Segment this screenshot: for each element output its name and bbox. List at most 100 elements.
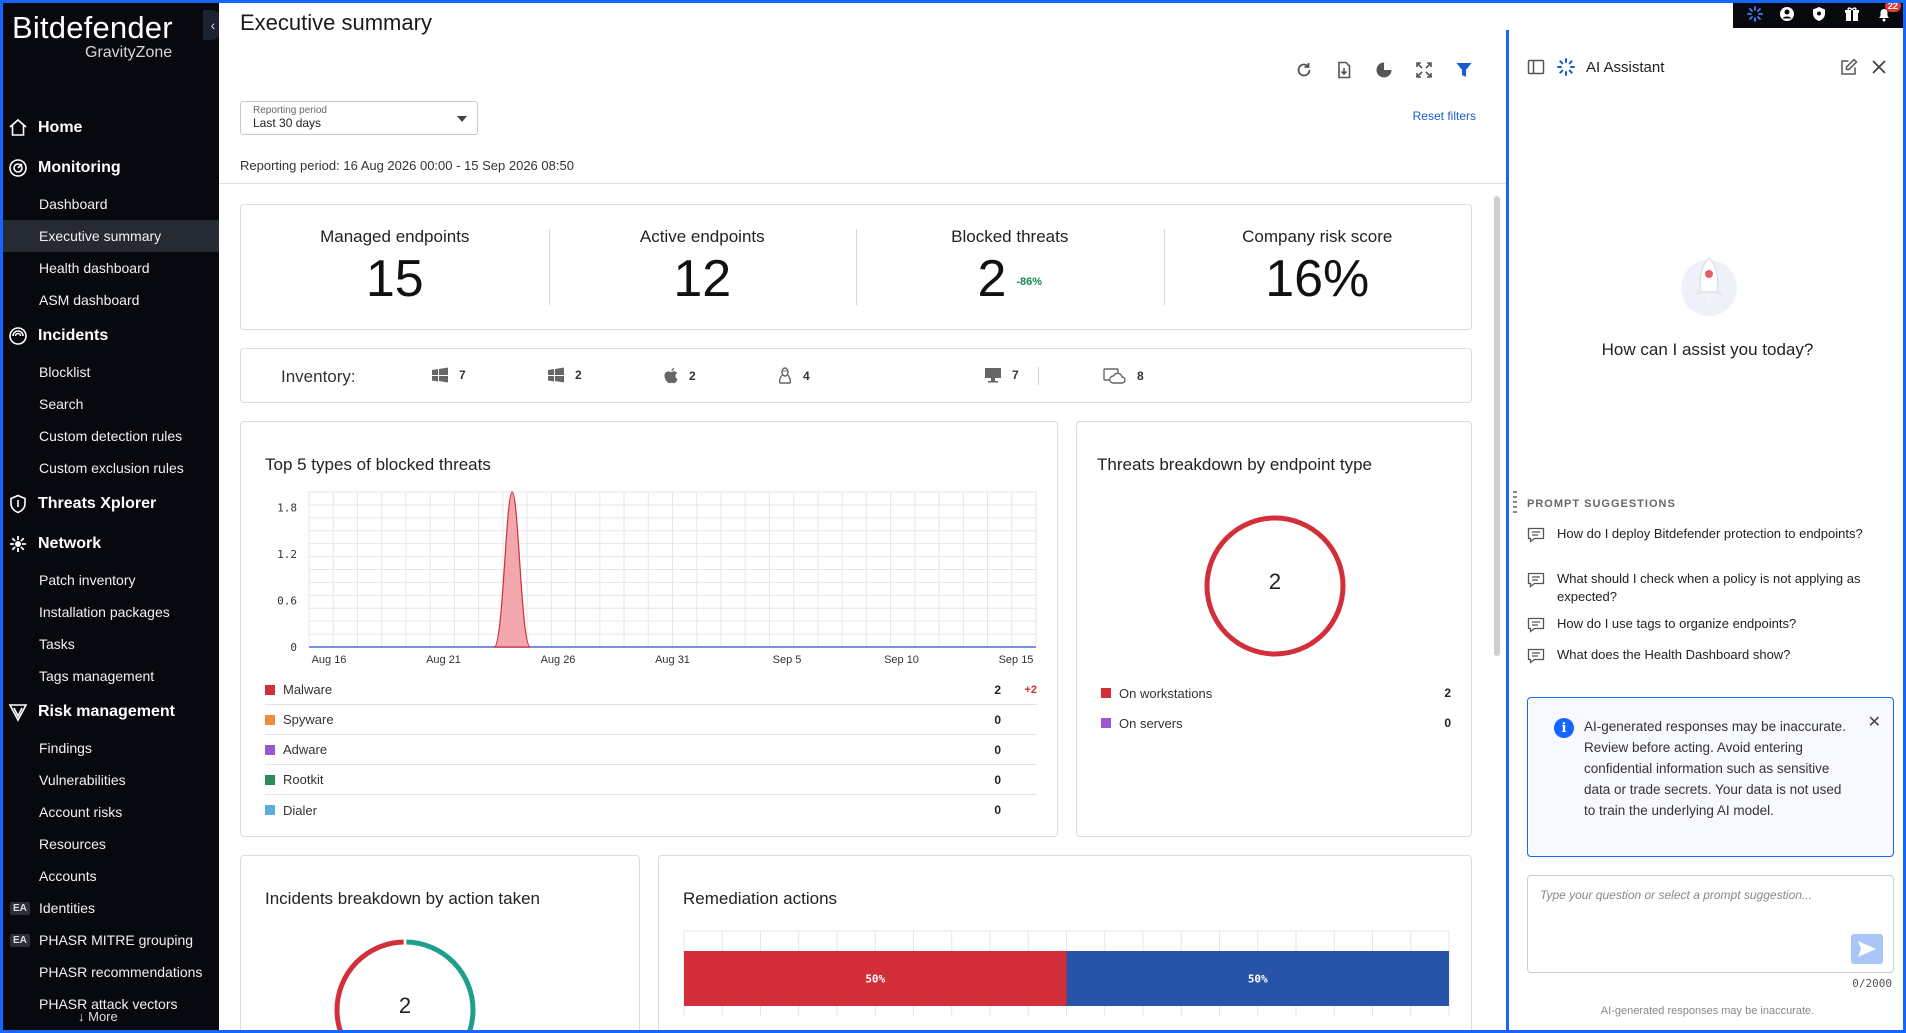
sidebar-item-patch-inventory[interactable]: Patch inventory <box>0 564 219 596</box>
donut-slice[interactable] <box>406 939 476 1033</box>
prompt-suggestion[interactable]: What should I check when a policy is not… <box>1527 570 1892 606</box>
legend-swatch <box>265 684 275 695</box>
export-pdf-button[interactable] <box>1332 58 1356 82</box>
toggle-panel-button[interactable] <box>1526 57 1546 77</box>
sidebar-item-label: Vulnerabilities <box>39 772 126 788</box>
brand-logo[interactable]: Bitdefender GravityZone <box>12 10 173 61</box>
fullscreen-button[interactable] <box>1412 58 1436 82</box>
refresh-button[interactable] <box>1292 58 1316 82</box>
inventory-windows-servers[interactable]: 2 <box>547 367 582 383</box>
sidebar-item-vulnerabilities[interactable]: Vulnerabilities <box>0 764 219 796</box>
prompt-suggestion[interactable]: How do I use tags to organize endpoints? <box>1527 615 1892 638</box>
legend-row[interactable]: On servers 0 <box>1101 708 1451 738</box>
sidebar-item-accounts[interactable]: Accounts <box>0 860 219 892</box>
inventory-windows-workstations[interactable]: 7 <box>431 367 466 383</box>
legend-row[interactable]: Adware 0 <box>265 735 1037 765</box>
security-button[interactable] <box>1810 5 1828 23</box>
y-tick-label: 0 <box>290 641 297 654</box>
new-chat-button[interactable] <box>1839 57 1859 77</box>
sidebar-section-incidents[interactable]: Incidents <box>0 316 219 356</box>
sidebar-item-resources[interactable]: Resources <box>0 828 219 860</box>
legend-value: 0 <box>994 772 1001 787</box>
legend-row[interactable]: Spyware 0 <box>265 705 1037 735</box>
sidebar-section-home[interactable]: Home <box>0 108 219 148</box>
sidebar: Bitdefender GravityZone ‹ Home Monitoring… <box>0 0 219 1033</box>
sidebar-item-label: Account risks <box>39 804 123 820</box>
reset-filters-link[interactable]: Reset filters <box>1412 109 1476 123</box>
whats-new-button[interactable] <box>1843 5 1861 23</box>
inventory-linux[interactable]: 4 <box>777 367 810 385</box>
sidebar-item-account-risks[interactable]: Account risks <box>0 796 219 828</box>
sidebar-item-health-dashboard[interactable]: Health dashboard <box>0 252 219 284</box>
resize-handle[interactable] <box>1513 491 1517 513</box>
sidebar-item-asm-dashboard[interactable]: ASM dashboard <box>0 284 219 316</box>
collapse-sidebar-button[interactable]: ‹ <box>203 10 219 40</box>
send-button[interactable] <box>1851 934 1883 964</box>
ai-disclaimer-banner: i AI-generated responses may be inaccura… <box>1527 697 1894 857</box>
inventory-card: Inventory: 7 2 2 4 7 8 <box>240 348 1472 403</box>
kpi-managed-endpoints[interactable]: Managed endpoints 15 <box>241 205 549 329</box>
sidebar-item-label: Blocklist <box>39 364 91 380</box>
brand-subtitle: GravityZone <box>85 44 173 61</box>
legend-row[interactable]: Dialer 0 <box>265 795 1037 825</box>
sidebar-item-phasr-attack-vectors[interactable]: PHASR attack vectors <box>0 988 219 1020</box>
sidebar-item-tasks[interactable]: Tasks <box>0 628 219 660</box>
sidebar-item-identities[interactable]: EA Identities <box>0 892 219 924</box>
sidebar-item-blocklist[interactable]: Blocklist <box>0 356 219 388</box>
sidebar-item-search[interactable]: Search <box>0 388 219 420</box>
donut-slice[interactable] <box>1204 515 1346 657</box>
kpi-blocked-threats[interactable]: Blocked threats 2 -86% <box>856 205 1164 329</box>
more-button[interactable]: ↓ More <box>72 1009 124 1024</box>
sidebar-item-phasr-recommendations[interactable]: PHASR recommendations <box>0 956 219 988</box>
notifications-button[interactable]: 22 <box>1875 0 1901 23</box>
donut-slice[interactable] <box>334 939 404 1033</box>
legend-value: 2 <box>994 682 1001 697</box>
sidebar-item-findings[interactable]: Findings <box>0 732 219 764</box>
sidebar-item-phasr-mitre-grouping[interactable]: EA PHASR MITRE grouping <box>0 924 219 956</box>
sidebar-item-tags-management[interactable]: Tags management <box>0 660 219 692</box>
legend-swatch <box>265 744 275 755</box>
reporting-period-value: Last 30 days <box>253 116 322 130</box>
remediation-bar-segment[interactable] <box>684 951 1067 1006</box>
legend-row[interactable]: Malware 2 +2 <box>265 675 1037 705</box>
reporting-period-select[interactable]: Reporting period Last 30 days <box>240 101 478 135</box>
kpi-value: 16% <box>1265 250 1370 308</box>
filter-button[interactable] <box>1452 58 1476 82</box>
chart-view-button[interactable] <box>1372 58 1396 82</box>
malware-area[interactable] <box>493 491 531 648</box>
ai-greeting: How can I assist you today? <box>1601 340 1814 359</box>
sidebar-section-threats-xplorer[interactable]: Threats Xplorer <box>0 484 219 524</box>
ai-assistant-toggle[interactable] <box>1746 5 1764 23</box>
gift-icon <box>1844 7 1859 21</box>
scrollbar[interactable] <box>1494 196 1500 656</box>
sidebar-item-executive-summary[interactable]: Executive summary <box>0 220 219 252</box>
inventory-physical-machines[interactable]: 7 <box>984 367 1019 383</box>
inventory-virtual-machines[interactable]: 8 <box>1103 367 1144 385</box>
close-panel-button[interactable] <box>1869 57 1889 77</box>
kpi-active-endpoints[interactable]: Active endpoints 12 <box>548 205 857 329</box>
remediation-bar-segment[interactable] <box>1066 951 1450 1006</box>
legend-row[interactable]: Rootkit 0 <box>265 765 1037 795</box>
inventory-macos[interactable]: 2 <box>663 367 696 385</box>
legend-row[interactable]: On workstations 2 <box>1101 678 1451 708</box>
prompt-suggestion[interactable]: How do I deploy Bitdefender protection t… <box>1527 525 1892 548</box>
close-disclaimer-button[interactable]: ✕ <box>1868 712 1881 732</box>
prompt-suggestion[interactable]: What does the Health Dashboard show? <box>1527 646 1892 669</box>
close-icon: ✕ <box>1867 714 1881 731</box>
sidebar-section-network[interactable]: Network <box>0 524 219 564</box>
user-menu-button[interactable] <box>1778 5 1796 23</box>
ai-question-input[interactable]: Type your question or select a prompt su… <box>1527 875 1894 973</box>
endpoint-breakdown-card: Threats breakdown by endpoint type 2 On … <box>1076 421 1472 837</box>
divider <box>219 183 1506 184</box>
sidebar-section-monitoring[interactable]: Monitoring <box>0 148 219 188</box>
sidebar-item-custom-detection-rules[interactable]: Custom detection rules <box>0 420 219 452</box>
export-pdf-icon <box>1338 61 1351 79</box>
sidebar-section-label: Threats Xplorer <box>38 495 157 512</box>
ai-header: AI Assistant <box>1509 52 1906 82</box>
sidebar-item-dashboard[interactable]: Dashboard <box>0 188 219 220</box>
sidebar-item-custom-exclusion-rules[interactable]: Custom exclusion rules <box>0 452 219 484</box>
sidebar-item-label: Dashboard <box>39 196 108 212</box>
sidebar-section-risk-management[interactable]: Risk management <box>0 692 219 732</box>
kpi-company-risk-score[interactable]: Company risk score 16% <box>1163 205 1472 329</box>
sidebar-item-installation-packages[interactable]: Installation packages <box>0 596 219 628</box>
